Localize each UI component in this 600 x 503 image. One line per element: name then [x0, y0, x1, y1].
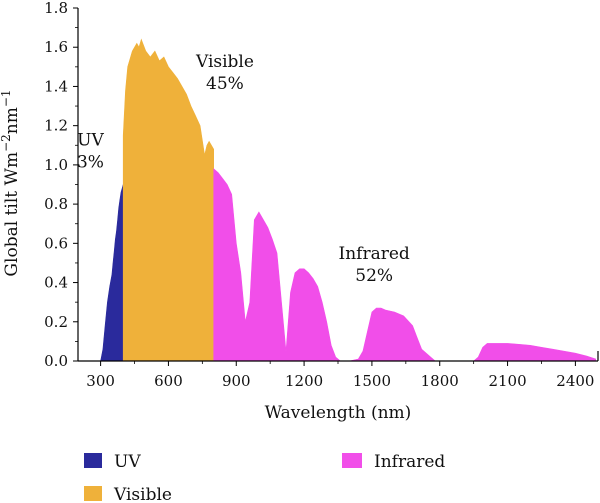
annotation-infrared: Infrared 52% [339, 244, 410, 286]
y-tick-label: 1.0 [44, 156, 68, 174]
annotation-uv-line: 3% [77, 152, 104, 172]
y-axis-title-sup1: −2 [0, 134, 13, 152]
legend-swatch-visible [84, 486, 102, 501]
y-axis-title: Global tilt Wm−2nm−1 [0, 89, 22, 276]
annotation-uv-line: UV [77, 130, 104, 150]
y-tick-label: 0.8 [44, 195, 68, 213]
x-tick-label: 1200 [285, 372, 323, 390]
annotation-visible-line: Visible [195, 52, 254, 72]
x-tick-label: 900 [222, 372, 251, 390]
annotation-uv: UV 3% [77, 130, 105, 172]
y-tick-label: 0.0 [44, 352, 68, 370]
x-tick-label: 300 [86, 372, 115, 390]
y-tick-label: 0.2 [44, 313, 68, 331]
y-axis-title-sup2: −1 [0, 89, 13, 107]
y-tick-label: 1.4 [44, 77, 68, 95]
legend-label-visible: Visible [113, 485, 172, 503]
x-tick-label: 2400 [556, 372, 594, 390]
y-tick-label: 1.8 [44, 0, 68, 17]
legend-label-infrared: Infrared [374, 452, 445, 472]
legend-swatch-infrared [342, 453, 362, 468]
series-layer [100, 38, 596, 362]
y-tick-label: 1.2 [44, 117, 68, 135]
series-area-visible [122, 38, 214, 362]
y-axis-title-mid: nm [2, 107, 22, 134]
legend: UV Infrared Visible [84, 452, 445, 503]
y-tick-label: 0.6 [44, 234, 68, 252]
annotations: UV 3% Visible 45% Infrared 52% [77, 52, 410, 286]
y-ticks: 0.0 0.2 0.4 0.6 0.8 1.0 1.2 1.4 1.6 1.8 [44, 0, 78, 370]
x-tick-label: 2100 [488, 372, 526, 390]
series-area-uv [100, 184, 124, 362]
series-area-infrared [213, 168, 596, 362]
annotation-infrared-line: Infrared [339, 244, 410, 264]
y-tick-label: 0.4 [44, 274, 68, 292]
x-axis-title: Wavelength (nm) [265, 403, 412, 423]
y-axis-title-main: Global tilt Wm [2, 152, 22, 277]
annotation-visible-line: 45% [206, 74, 244, 94]
legend-swatch-uv [84, 453, 102, 468]
x-tick-label: 600 [154, 372, 183, 390]
legend-label-uv: UV [114, 452, 141, 472]
x-tick-label: 1800 [421, 372, 459, 390]
x-tick-label: 1500 [353, 372, 391, 390]
annotation-visible: Visible 45% [195, 52, 254, 94]
annotation-infrared-line: 52% [355, 266, 393, 286]
y-tick-label: 1.6 [44, 38, 68, 56]
x-ticks: 300 600 900 1200 1500 1800 2100 2400 [86, 361, 594, 390]
